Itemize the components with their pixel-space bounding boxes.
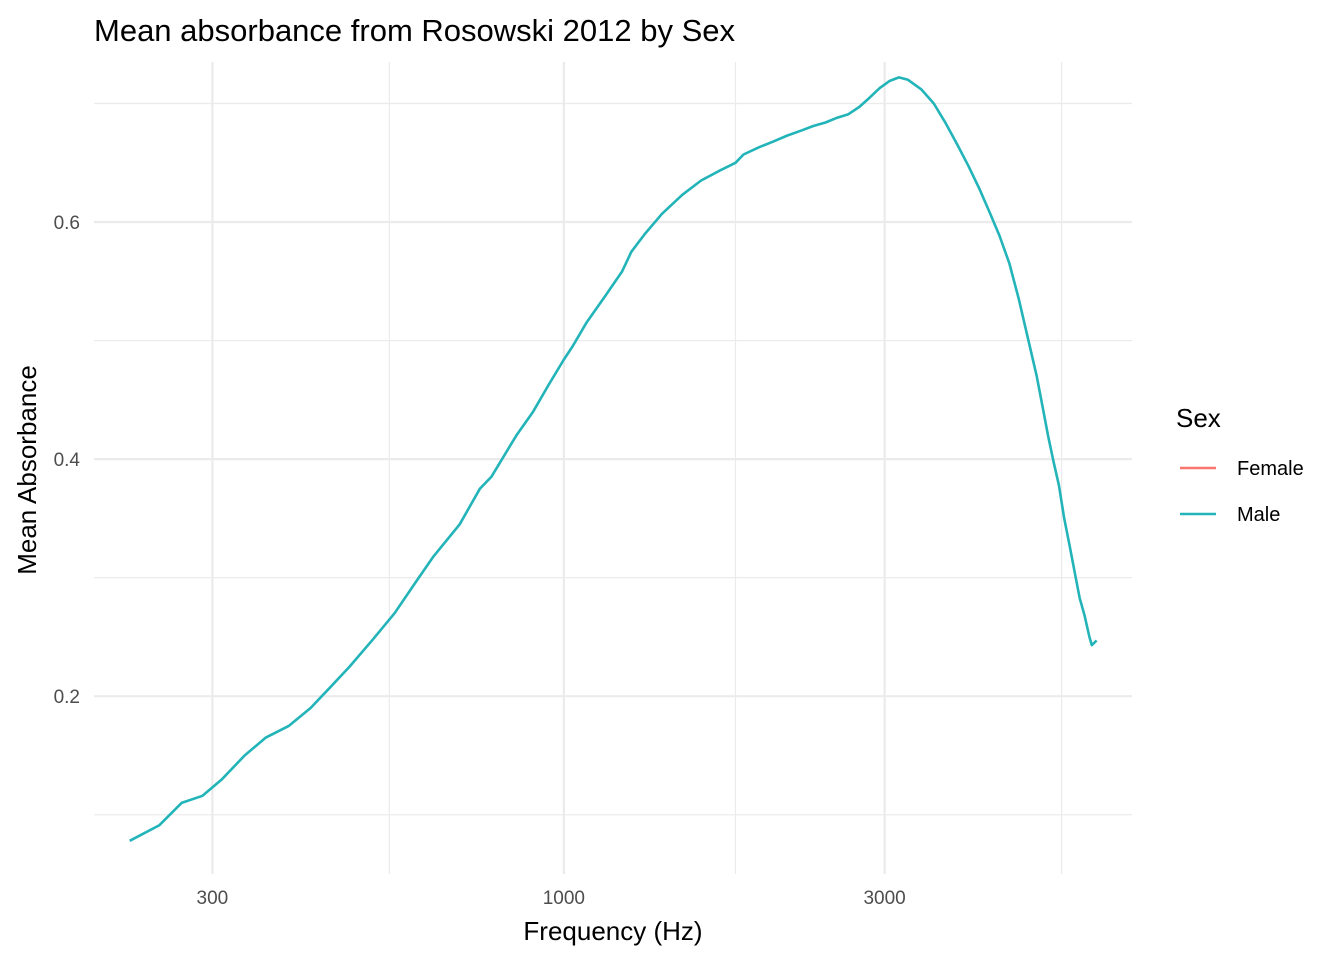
x-tick-label: 3000 (863, 888, 905, 909)
series-layer (129, 76, 1098, 842)
x-axis-title: Frequency (Hz) (523, 916, 702, 946)
legend: Sex Female Male (1176, 403, 1304, 526)
y-tick-label: 0.4 (54, 450, 81, 471)
chart-title: Mean absorbance from Rosowski 2012 by Se… (94, 13, 735, 48)
grid-lines (94, 62, 1132, 874)
legend-items: Female Male (1180, 458, 1304, 526)
x-tick-label: 300 (197, 888, 229, 909)
legend-label: Male (1237, 504, 1280, 526)
legend-label: Female (1237, 458, 1304, 480)
legend-title: Sex (1176, 403, 1221, 433)
x-tick-label: 1000 (543, 888, 585, 909)
y-tick-label: 0.2 (54, 687, 80, 708)
series-line-male (129, 76, 1098, 842)
y-axis-title: Mean Absorbance (12, 365, 42, 575)
legend-item-female: Female (1180, 458, 1304, 480)
y-tick-label: 0.6 (54, 213, 80, 234)
legend-item-male: Male (1180, 504, 1280, 526)
tick-labels: 300 1000 3000 0.2 0.4 0.6 (54, 213, 906, 909)
